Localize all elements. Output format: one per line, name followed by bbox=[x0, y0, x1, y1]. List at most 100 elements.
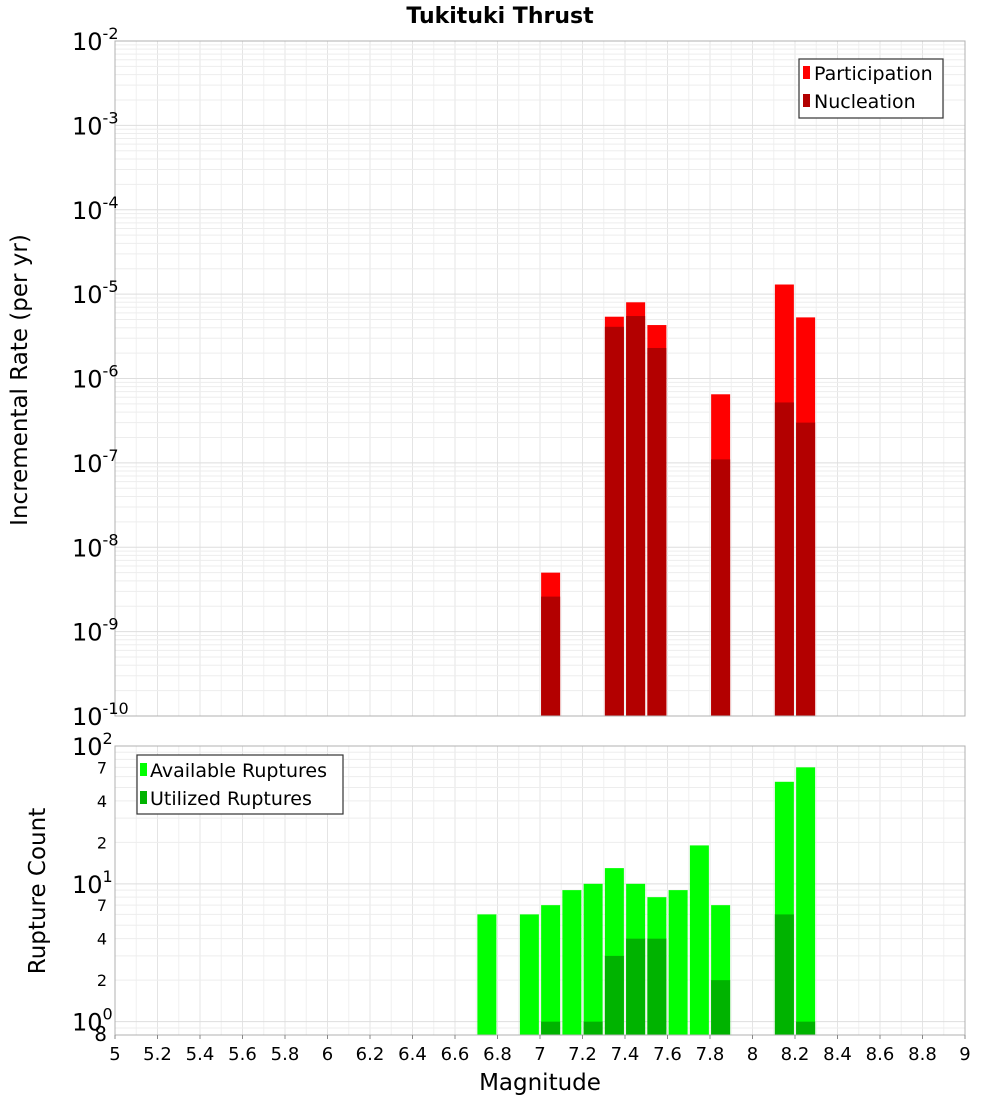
x-tick-label: 6.2 bbox=[356, 1044, 385, 1065]
tick-base: 10 bbox=[72, 366, 103, 394]
x-tick-label: 6.4 bbox=[398, 1044, 427, 1065]
count-bar-utilized-ruptures bbox=[647, 938, 667, 1035]
count-bar-utilized-ruptures bbox=[626, 938, 646, 1035]
tick-base: 10 bbox=[72, 703, 103, 731]
tick-exponent: -10 bbox=[103, 699, 129, 718]
x-tick-label: 5.6 bbox=[228, 1044, 257, 1065]
count-bar-available-ruptures bbox=[541, 905, 561, 1035]
top-y-tick-label: 10-10 bbox=[72, 699, 129, 731]
rate-bar-nucleation bbox=[604, 326, 624, 716]
bottom-y-major-tick-label: 102 bbox=[72, 729, 113, 761]
tick-exponent: -7 bbox=[103, 446, 119, 465]
legend-label-utilized: Utilized Ruptures bbox=[150, 788, 312, 810]
top-y-axis-label: Incremental Rate (per yr) bbox=[7, 234, 33, 526]
tick-base: 10 bbox=[72, 197, 103, 225]
x-tick-label: 8.8 bbox=[908, 1044, 937, 1065]
tick-base: 10 bbox=[72, 619, 103, 647]
tick-base: 10 bbox=[72, 534, 103, 562]
x-tick-label: 9 bbox=[959, 1044, 970, 1065]
tick-exponent: -5 bbox=[103, 277, 119, 296]
tick-exponent: -9 bbox=[103, 615, 119, 634]
bottom-y-minor-tick-label: 8 bbox=[94, 1022, 107, 1046]
tick-exponent: -3 bbox=[103, 108, 119, 127]
x-tick-label: 5.4 bbox=[186, 1044, 215, 1065]
tick-base: 10 bbox=[72, 1009, 103, 1037]
bottom-legend: Available Ruptures Utilized Ruptures bbox=[136, 754, 344, 815]
top-panel-grid bbox=[114, 41, 966, 717]
x-tick-label: 7.8 bbox=[696, 1044, 725, 1065]
bottom-y-minor-tick-label: 7 bbox=[97, 758, 107, 777]
count-bar-available-ruptures bbox=[562, 890, 582, 1035]
rate-bar-nucleation bbox=[774, 402, 794, 716]
legend-swatch-available bbox=[140, 763, 147, 776]
x-tick-label: 6.8 bbox=[483, 1044, 512, 1065]
x-tick-label: 7.4 bbox=[611, 1044, 640, 1065]
x-tick-label: 5.2 bbox=[143, 1044, 172, 1065]
top-y-tick-label: 10-4 bbox=[72, 193, 119, 225]
bottom-y-minor-tick-label: 4 bbox=[97, 792, 107, 811]
count-bar-available-ruptures bbox=[519, 914, 539, 1035]
x-axis-ticks: 5 5.2 5.4 5.6 5.8 6 6.2 6.4 6.6 6.8 7 7.2 7.4 7.6 7.8 8… bbox=[109, 1035, 971, 1065]
tick-exponent: -2 bbox=[103, 24, 119, 43]
bottom-y-major-tick-label: 100 bbox=[72, 1005, 113, 1037]
rate-bar-nucleation bbox=[626, 316, 646, 716]
x-tick-label: 8.6 bbox=[866, 1044, 895, 1065]
legend-swatch-nucleation bbox=[803, 94, 810, 107]
bottom-y-axis-label: Rupture Count bbox=[25, 808, 51, 974]
top-y-tick-label: 10-8 bbox=[72, 530, 119, 562]
tick-exponent: 1 bbox=[103, 867, 113, 886]
x-tick-label: 7.2 bbox=[568, 1044, 597, 1065]
bottom-y-major-tick-label: 101 bbox=[72, 867, 113, 899]
tick-base: 10 bbox=[72, 281, 103, 309]
top-y-tick-label: 10-3 bbox=[72, 108, 119, 140]
bottom-legend-box bbox=[136, 754, 344, 815]
top-y-tick-label: 10-7 bbox=[72, 446, 119, 478]
tick-base: 10 bbox=[72, 112, 103, 140]
x-tick-label: 5 bbox=[109, 1044, 120, 1065]
x-tick-label: 6 bbox=[322, 1044, 333, 1065]
count-bar-utilized-ruptures bbox=[541, 1021, 561, 1035]
top-y-tick-label: 10-6 bbox=[72, 362, 119, 394]
rate-bar-nucleation bbox=[647, 347, 667, 716]
count-bar-utilized-ruptures bbox=[711, 980, 731, 1035]
tick-exponent: 2 bbox=[103, 729, 113, 748]
top-panel-bars bbox=[541, 284, 816, 716]
tick-exponent: 0 bbox=[103, 1005, 113, 1024]
top-y-tick-label: 10-2 bbox=[72, 24, 119, 56]
bottom-y-minor-tick-label: 2 bbox=[97, 833, 107, 852]
count-bar-utilized-ruptures bbox=[604, 955, 624, 1035]
legend-label-nucleation: Nucleation bbox=[814, 91, 916, 113]
tick-exponent: -4 bbox=[103, 193, 119, 212]
top-legend-box bbox=[798, 58, 944, 119]
top-legend: Participation Nucleation bbox=[798, 58, 944, 119]
count-bar-available-ruptures bbox=[796, 767, 816, 1035]
count-bar-utilized-ruptures bbox=[774, 914, 794, 1035]
top-y-tick-label: 10-5 bbox=[72, 277, 119, 309]
tick-exponent: -6 bbox=[103, 362, 119, 381]
legend-swatch-utilized bbox=[140, 791, 147, 804]
count-bar-utilized-ruptures bbox=[583, 1021, 603, 1035]
tick-exponent: -8 bbox=[103, 530, 119, 549]
bottom-y-minor-tick-label: 7 bbox=[97, 896, 107, 915]
rate-bar-nucleation bbox=[711, 459, 731, 716]
top-panel-frame bbox=[114, 40, 966, 717]
x-tick-label: 7.6 bbox=[653, 1044, 682, 1065]
tick-base: 10 bbox=[72, 28, 103, 56]
legend-label-available: Available Ruptures bbox=[150, 760, 327, 782]
count-bar-available-ruptures bbox=[668, 890, 688, 1035]
tick-base: 10 bbox=[72, 871, 103, 899]
legend-label-participation: Participation bbox=[814, 63, 933, 85]
tick-base: 10 bbox=[72, 450, 103, 478]
count-bar-available-ruptures bbox=[689, 845, 709, 1035]
x-tick-label: 8 bbox=[747, 1044, 758, 1065]
chart-title: Tukituki Thrust bbox=[406, 4, 594, 29]
bottom-y-minor-tick-label: 4 bbox=[97, 930, 107, 949]
legend-swatch-participation bbox=[803, 66, 810, 79]
rate-bar-nucleation bbox=[541, 596, 561, 716]
tick-base: 10 bbox=[72, 733, 103, 761]
x-tick-label: 8.2 bbox=[781, 1044, 810, 1065]
